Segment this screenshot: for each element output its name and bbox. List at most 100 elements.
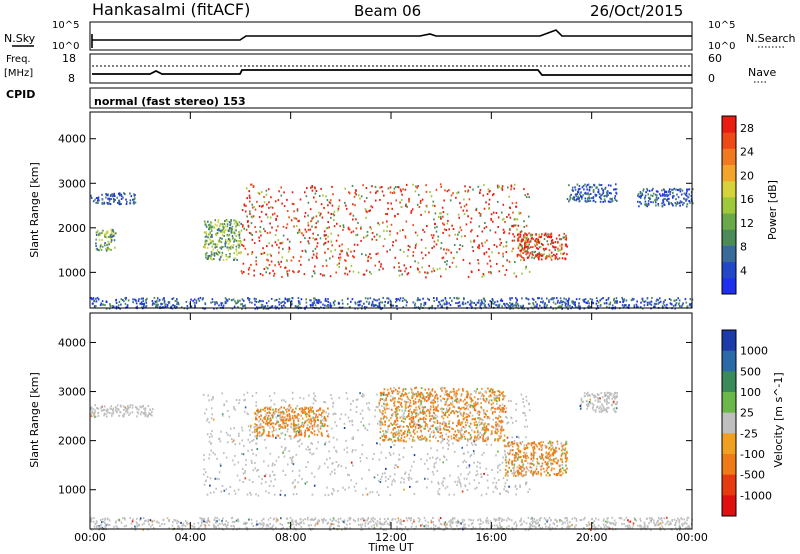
echo-cell-1-0-227 bbox=[411, 522, 414, 525]
echo-cell-0-0-48 bbox=[161, 302, 164, 305]
echo-cell-1-2-353 bbox=[241, 426, 243, 429]
echo-cell-0-0-327 bbox=[234, 300, 236, 303]
echo-cell-1-3-173 bbox=[269, 420, 271, 423]
echo-cell-1-2-297 bbox=[222, 414, 224, 417]
echo-cell-1-0-175 bbox=[115, 521, 117, 524]
echo-cell-0-4-68 bbox=[307, 201, 310, 204]
echo-cell-0-5-129 bbox=[538, 233, 540, 236]
echo-cell-1-3-95 bbox=[294, 423, 296, 426]
echo-cell-1-2-63 bbox=[397, 466, 399, 469]
echo-cell-0-4-452 bbox=[511, 239, 514, 242]
echo-cell-0-5-111 bbox=[561, 257, 564, 260]
echo-cell-0-3-196 bbox=[227, 234, 230, 237]
echo-cell-1-2-244 bbox=[232, 439, 235, 442]
echo-cell-0-3-194 bbox=[216, 232, 219, 235]
echo-cell-0-0-792 bbox=[222, 304, 225, 307]
echo-cell-0-4-632 bbox=[448, 228, 450, 231]
echo-cell-0-7-126 bbox=[646, 205, 648, 208]
echo-cell-0-7-112 bbox=[683, 192, 686, 195]
echo-cell-0-3-208 bbox=[221, 234, 224, 236]
echo-cell-1-2-537 bbox=[334, 413, 337, 415]
date-label: 26/Oct/2015 bbox=[590, 2, 683, 20]
echo-cell-1-2-410 bbox=[435, 461, 437, 464]
echo-cell-0-4-162 bbox=[399, 269, 402, 272]
echo-cell-1-0-416 bbox=[385, 528, 387, 531]
echo-cell-0-4-484 bbox=[433, 245, 435, 248]
echo-cell-1-2-364 bbox=[359, 412, 362, 415]
echo-cell-0-3-79 bbox=[238, 246, 240, 249]
echo-cell-0-7-111 bbox=[657, 204, 660, 207]
echo-cell-1-2-6 bbox=[437, 481, 439, 484]
echo-cell-0-4-352 bbox=[442, 231, 444, 234]
echo-cell-0-7-140 bbox=[661, 194, 664, 197]
echo-cell-0-0-153 bbox=[317, 299, 320, 302]
echo-cell-1-0-783 bbox=[434, 525, 437, 527]
echo-cell-1-2-9 bbox=[445, 407, 448, 410]
echo-cell-0-0-186 bbox=[190, 298, 192, 301]
echo-cell-1-3-186 bbox=[308, 421, 310, 424]
echo-cell-0-5-103 bbox=[553, 246, 556, 249]
echo-cell-0-4-84 bbox=[528, 270, 531, 273]
echo-cell-0-4-52 bbox=[469, 186, 471, 189]
echo-cell-0-5-208 bbox=[526, 252, 529, 255]
echo-cell-0-3-42 bbox=[234, 238, 236, 241]
echo-cell-0-0-110 bbox=[491, 302, 494, 305]
echo-cell-1-2-219 bbox=[223, 404, 225, 407]
echo-cell-1-2-760 bbox=[216, 477, 218, 480]
echo-cell-1-2-858 bbox=[392, 412, 394, 415]
echo-cell-1-1-72 bbox=[129, 412, 132, 415]
echo-cell-1-2-66 bbox=[251, 431, 254, 434]
echo-cell-0-4-480 bbox=[342, 224, 345, 227]
echo-cell-0-1-1 bbox=[90, 194, 92, 197]
echo-cell-0-4-727 bbox=[496, 184, 499, 187]
echo-cell-0-4-648 bbox=[394, 214, 396, 217]
echo-cell-0-6-96 bbox=[591, 186, 593, 189]
echo-cell-0-6-117 bbox=[599, 200, 602, 203]
echo-cell-1-3-249 bbox=[311, 432, 314, 435]
echo-cell-0-4-755 bbox=[320, 212, 322, 215]
echo-cell-1-2-852 bbox=[516, 466, 519, 469]
echo-cell-0-5-45 bbox=[526, 233, 528, 236]
echo-cell-1-2-554 bbox=[204, 412, 206, 415]
echo-cell-0-7-101 bbox=[655, 204, 657, 207]
echo-cell-1-2-141 bbox=[296, 440, 299, 443]
echo-cell-0-0-839 bbox=[424, 301, 427, 304]
echo-cell-1-2-614 bbox=[258, 475, 260, 478]
echo-cell-0-3-66 bbox=[238, 237, 241, 240]
echo-cell-0-3-190 bbox=[238, 230, 240, 233]
echo-cell-0-6-146 bbox=[576, 193, 578, 196]
echo-cell-0-0-692 bbox=[249, 301, 251, 304]
echo-cell-1-2-500 bbox=[206, 417, 209, 420]
echo-cell-0-4-618 bbox=[356, 243, 359, 246]
echo-cell-1-0-134 bbox=[487, 522, 490, 525]
echo-cell-1-2-548 bbox=[465, 477, 468, 480]
echo-cell-1-2-367 bbox=[493, 477, 496, 480]
echo-cell-1-0-541 bbox=[501, 520, 503, 522]
echo-cell-1-2-653 bbox=[430, 447, 432, 450]
echo-cell-0-4-163 bbox=[321, 216, 324, 219]
echo-cell-1-0-70 bbox=[339, 517, 342, 520]
echo-cell-1-0-71 bbox=[90, 528, 93, 531]
echo-cell-1-2-38 bbox=[267, 424, 269, 427]
echo-cell-1-2-628 bbox=[388, 452, 391, 454]
echo-cell-1-2-208 bbox=[453, 493, 455, 496]
power-colorbar-swatch-6 bbox=[722, 180, 736, 198]
echo-cell-0-4-735 bbox=[525, 237, 527, 240]
echo-cell-1-0-281 bbox=[255, 524, 258, 527]
echo-cell-1-2-328 bbox=[433, 434, 436, 437]
echo-cell-1-2-346 bbox=[225, 431, 228, 434]
echo-cell-0-4-813 bbox=[478, 244, 480, 247]
echo-cell-0-7-125 bbox=[680, 193, 683, 196]
echo-cell-0-4-348 bbox=[475, 207, 478, 210]
echo-cell-1-0-673 bbox=[333, 523, 335, 526]
echo-cell-1-0-475 bbox=[178, 526, 180, 529]
freq-tick-high: 18 bbox=[62, 52, 76, 65]
echo-cell-1-3-239 bbox=[266, 423, 269, 426]
echo-cell-1-2-631 bbox=[480, 407, 483, 410]
echo-cell-0-5-146 bbox=[529, 234, 532, 237]
echo-cell-0-4-821 bbox=[456, 237, 458, 240]
echo-cell-1-0-41 bbox=[335, 519, 337, 522]
echo-cell-1-0-649 bbox=[106, 523, 109, 526]
echo-cell-1-2-606 bbox=[309, 451, 311, 454]
power-colorbar-swatch-8 bbox=[722, 148, 736, 166]
